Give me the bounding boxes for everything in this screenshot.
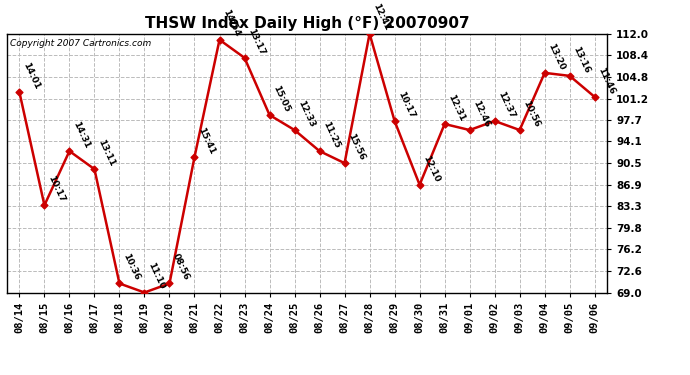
- Text: 12:33: 12:33: [296, 99, 316, 129]
- Point: [189, 154, 200, 160]
- Point: [439, 121, 450, 127]
- Point: [164, 280, 175, 286]
- Text: 11:25: 11:25: [321, 120, 341, 150]
- Text: 12:37: 12:37: [496, 90, 516, 120]
- Text: 11:46: 11:46: [596, 66, 616, 96]
- Text: 14:31: 14:31: [71, 120, 91, 150]
- Text: 12:10: 12:10: [421, 154, 441, 183]
- Text: 15:05: 15:05: [271, 84, 291, 114]
- Text: 10:56: 10:56: [521, 99, 541, 129]
- Point: [489, 118, 500, 124]
- Text: 10:36: 10:36: [121, 252, 141, 282]
- Point: [539, 70, 550, 76]
- Text: 08:56: 08:56: [171, 252, 191, 282]
- Text: 11:10: 11:10: [146, 261, 166, 291]
- Point: [264, 112, 275, 118]
- Point: [364, 31, 375, 37]
- Point: [114, 280, 125, 286]
- Text: 10:17: 10:17: [396, 90, 416, 120]
- Text: 10:17: 10:17: [46, 174, 66, 204]
- Point: [589, 94, 600, 100]
- Text: 14:01: 14:01: [21, 61, 41, 91]
- Text: 13:17: 13:17: [246, 27, 266, 56]
- Point: [389, 118, 400, 124]
- Title: THSW Index Daily High (°F) 20070907: THSW Index Daily High (°F) 20070907: [145, 16, 469, 31]
- Point: [239, 55, 250, 61]
- Point: [139, 290, 150, 296]
- Point: [514, 127, 525, 133]
- Point: [64, 148, 75, 154]
- Point: [339, 160, 350, 166]
- Text: 15:56: 15:56: [346, 132, 366, 162]
- Point: [214, 37, 225, 43]
- Point: [414, 182, 425, 188]
- Point: [14, 89, 25, 95]
- Point: [39, 202, 50, 208]
- Text: 13:16: 13:16: [571, 45, 591, 75]
- Text: 12:46: 12:46: [471, 99, 491, 129]
- Point: [564, 73, 575, 79]
- Point: [289, 127, 300, 133]
- Point: [314, 148, 325, 154]
- Text: 15:41: 15:41: [196, 126, 216, 156]
- Text: Copyright 2007 Cartronics.com: Copyright 2007 Cartronics.com: [10, 39, 151, 48]
- Point: [89, 166, 100, 172]
- Text: 13:20: 13:20: [546, 42, 566, 72]
- Text: 13:11: 13:11: [96, 138, 116, 168]
- Text: 14:54: 14:54: [221, 8, 242, 38]
- Text: 12:41: 12:41: [371, 3, 391, 32]
- Text: 12:31: 12:31: [446, 93, 466, 123]
- Point: [464, 127, 475, 133]
